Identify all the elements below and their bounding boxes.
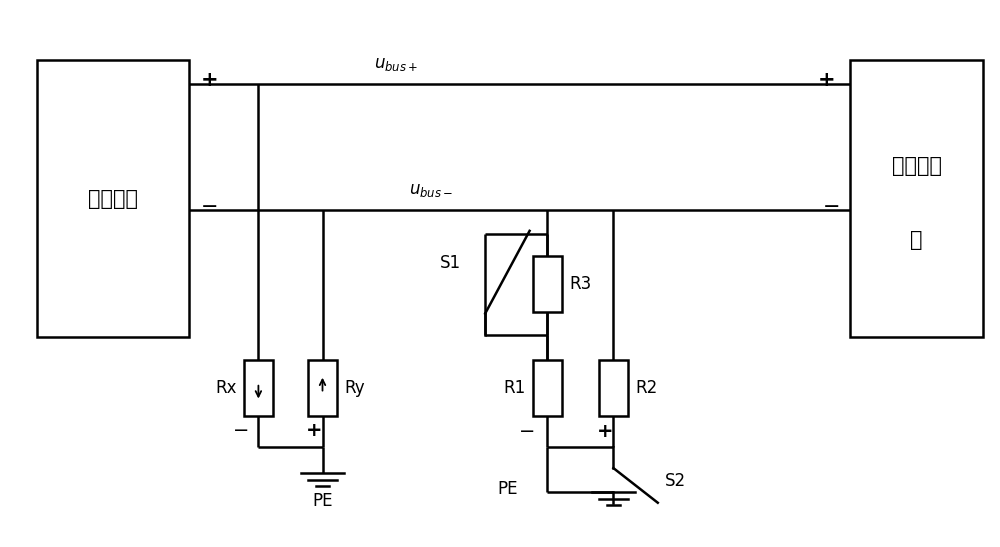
Text: $u_{bus+}$: $u_{bus+}$	[374, 55, 419, 73]
Bar	[244, 360, 273, 416]
Text: +: +	[201, 70, 219, 90]
Bar	[850, 60, 983, 337]
Bar	[533, 256, 562, 312]
Bar	[599, 360, 628, 416]
Text: R3: R3	[569, 275, 591, 293]
Text: 光伏逆变: 光伏逆变	[892, 155, 942, 176]
Text: PE: PE	[497, 480, 518, 498]
Text: S2: S2	[665, 473, 686, 491]
Text: S1: S1	[439, 254, 461, 272]
Text: 光伏阵列: 光伏阵列	[88, 189, 138, 209]
Bar	[533, 360, 562, 416]
Text: +: +	[306, 421, 323, 440]
Text: 器: 器	[910, 230, 923, 251]
Text: Rx: Rx	[215, 379, 237, 397]
Text: −: −	[201, 197, 219, 217]
Text: −: −	[519, 422, 536, 441]
Bar	[308, 360, 337, 416]
Text: −: −	[823, 197, 840, 217]
Text: +: +	[818, 70, 835, 90]
Text: R2: R2	[635, 379, 657, 397]
Text: PE: PE	[312, 492, 333, 510]
Text: $u_{bus-}$: $u_{bus-}$	[409, 181, 453, 199]
Text: R1: R1	[503, 379, 526, 397]
Text: +: +	[597, 422, 614, 441]
Text: Ry: Ry	[344, 379, 365, 397]
Text: −: −	[232, 421, 249, 440]
Bar	[37, 60, 189, 337]
